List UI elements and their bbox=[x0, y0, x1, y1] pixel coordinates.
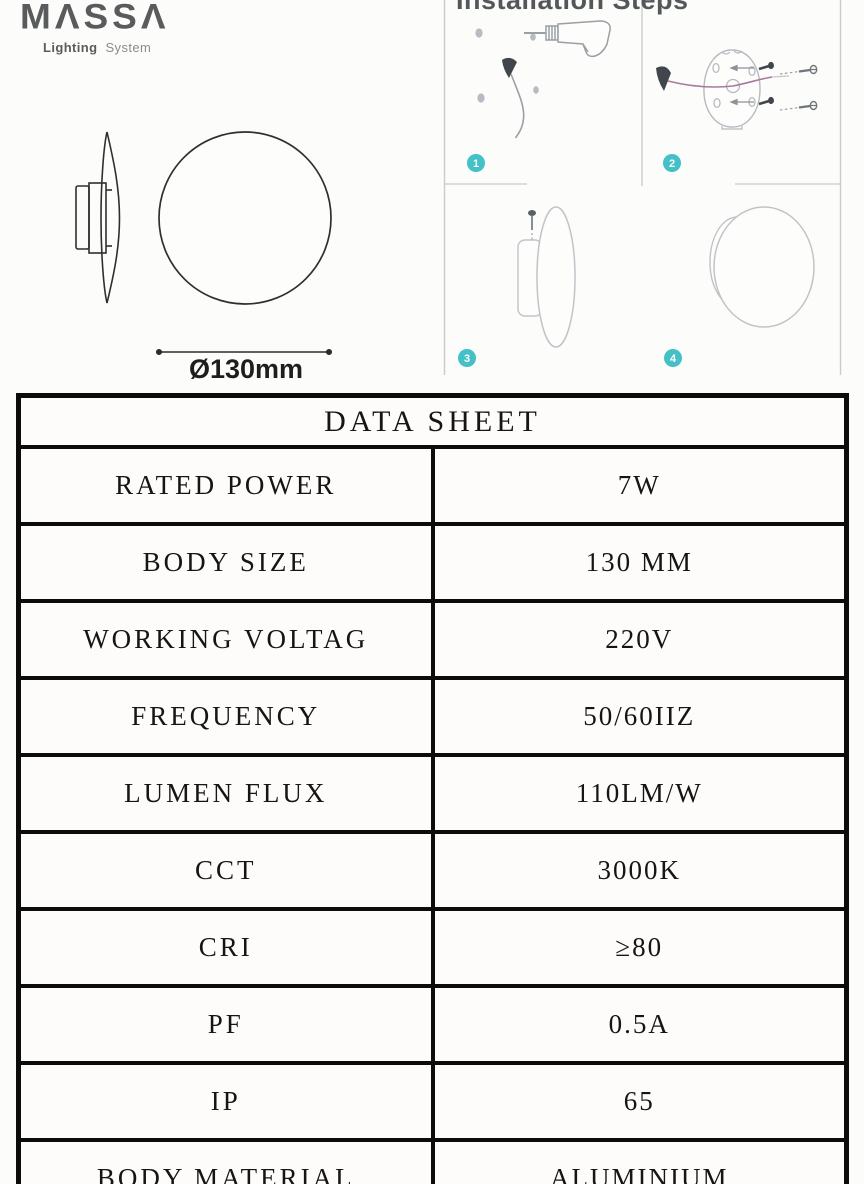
drill-icon bbox=[524, 20, 611, 58]
spec-value: ≥80 bbox=[430, 907, 849, 988]
spec-label: IP bbox=[16, 1061, 435, 1142]
panel-frame bbox=[443, 0, 842, 375]
spec-label: BODY MATERIAL bbox=[16, 1138, 435, 1184]
mounting-plate bbox=[703, 49, 761, 128]
table-row: LUMEN FLUX 110LM/W bbox=[16, 753, 849, 834]
step-number: 2 bbox=[669, 158, 675, 170]
spec-value: 50/60IIZ bbox=[430, 676, 849, 757]
table-row: WORKING VOLTAG 220V bbox=[16, 599, 849, 680]
data-sheet-table: DATA SHEET RATED POWER 7W BODY SIZE 130 … bbox=[16, 393, 849, 1184]
spec-label: PF bbox=[16, 984, 435, 1065]
screw-icons bbox=[758, 61, 818, 111]
table-row: IP 65 bbox=[16, 1061, 849, 1142]
step-badge-4 bbox=[664, 349, 682, 367]
step-3-illustration: 3 bbox=[458, 206, 576, 367]
step-number: 1 bbox=[473, 158, 479, 170]
spec-label: CCT bbox=[16, 830, 435, 911]
spec-value: 110LM/W bbox=[430, 753, 849, 834]
spec-value: 7W bbox=[430, 445, 849, 526]
insert-arrows bbox=[729, 64, 754, 106]
side-view-lens bbox=[100, 131, 121, 304]
spec-label: BODY SIZE bbox=[16, 522, 435, 603]
screw-head bbox=[528, 210, 536, 216]
table-row: PF 0.5A bbox=[16, 984, 849, 1065]
brand-logo: MΛSSΛ bbox=[20, 0, 170, 37]
installation-panel: Installation Steps 1 bbox=[443, 0, 842, 375]
spec-label: LUMEN FLUX bbox=[16, 753, 435, 834]
product-drawing: Ø130mm bbox=[75, 131, 333, 384]
table-row: BODY MATERIAL ALUMINIUM bbox=[16, 1138, 849, 1184]
spec-value: ALUMINIUM bbox=[430, 1138, 849, 1184]
step-2-illustration: 2 bbox=[656, 49, 818, 172]
step-number: 4 bbox=[670, 353, 677, 365]
step-number: 3 bbox=[464, 353, 470, 365]
step-badge-1 bbox=[467, 154, 485, 172]
brand-tagline-secondary: System bbox=[105, 40, 152, 55]
wire-cone bbox=[656, 66, 671, 91]
step-badge-3 bbox=[458, 349, 476, 367]
lamp-face bbox=[536, 206, 576, 348]
step-4-illustration: 4 bbox=[664, 206, 815, 367]
installation-title: Installation Steps bbox=[456, 0, 689, 15]
wall-holes bbox=[475, 28, 539, 103]
plate-wire bbox=[667, 76, 773, 88]
table-row: RATED POWER 7W bbox=[16, 445, 849, 526]
spec-label: WORKING VOLTAG bbox=[16, 599, 435, 680]
brand-tagline-primary: Lighting bbox=[43, 40, 98, 55]
spec-value: 3000K bbox=[430, 830, 849, 911]
step-badge-2 bbox=[663, 154, 681, 172]
spec-value: 130 MM bbox=[430, 522, 849, 603]
spec-label: RATED POWER bbox=[16, 445, 435, 526]
hanging-wire bbox=[510, 73, 525, 139]
spec-label: CRI bbox=[16, 907, 435, 988]
dimension-label: Ø130mm bbox=[189, 354, 303, 384]
table-row: BODY SIZE 130 MM bbox=[16, 522, 849, 603]
side-view-mount-body bbox=[88, 182, 107, 254]
table-title: DATA SHEET bbox=[16, 393, 849, 449]
side-view-mount-cap bbox=[75, 185, 90, 250]
table-row: FREQUENCY 50/60IIZ bbox=[16, 676, 849, 757]
spec-value: 0.5A bbox=[430, 984, 849, 1065]
brand-tagline: Lighting System bbox=[43, 40, 151, 55]
table-row: CCT 3000K bbox=[16, 830, 849, 911]
dimension-line bbox=[155, 348, 333, 356]
spec-value: 220V bbox=[430, 599, 849, 680]
side-view-drawing bbox=[75, 131, 121, 304]
lamp-face bbox=[713, 206, 815, 328]
step-1-illustration: 1 bbox=[467, 20, 611, 172]
spec-label: FREQUENCY bbox=[16, 676, 435, 757]
table-row: CRI ≥80 bbox=[16, 907, 849, 988]
front-view-drawing bbox=[158, 131, 332, 305]
table-header-row: DATA SHEET bbox=[16, 393, 849, 449]
spec-value: 65 bbox=[430, 1061, 849, 1142]
wire-cone bbox=[502, 57, 517, 78]
